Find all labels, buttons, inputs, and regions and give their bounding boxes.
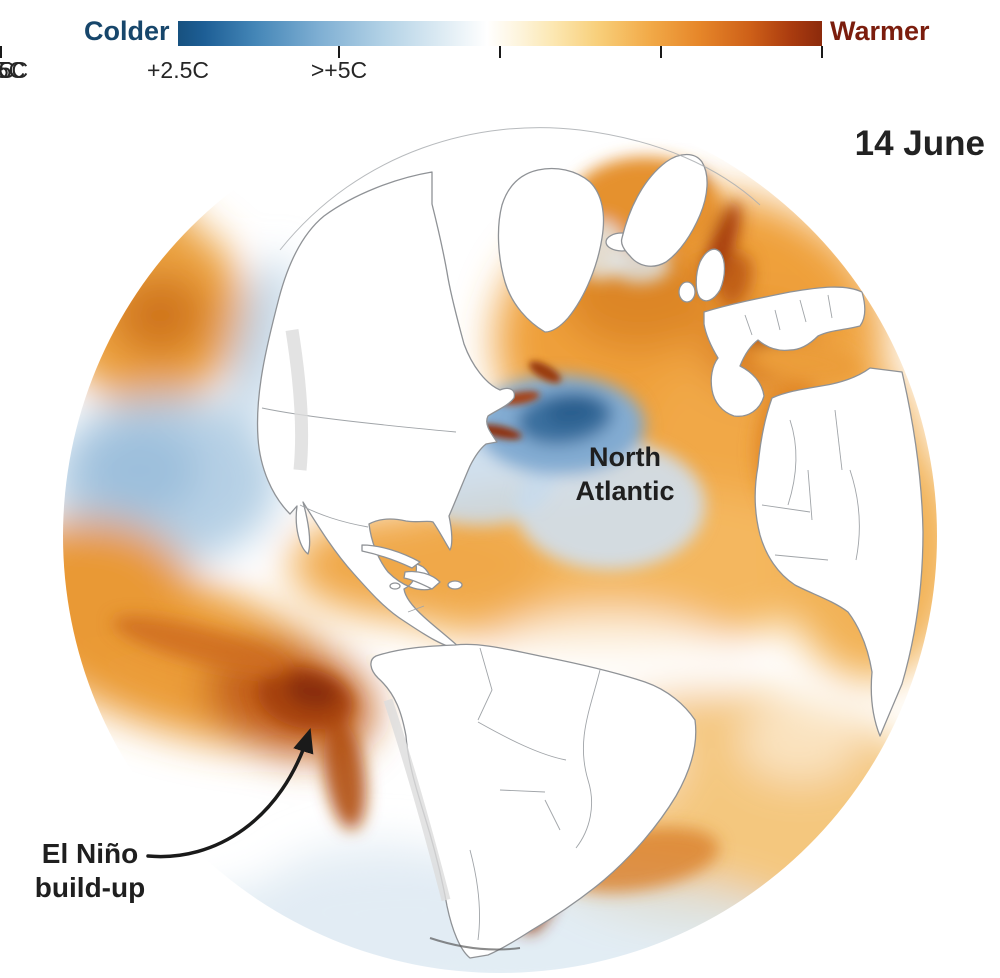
- puerto-rico-landmass: [447, 580, 463, 590]
- jamaica-landmass: [389, 582, 401, 590]
- legend-tick: [338, 46, 340, 58]
- legend-tick: [0, 46, 2, 58]
- legend-tick: [499, 46, 501, 58]
- legend-tick-label: 0C: [0, 57, 15, 83]
- greenland-landmass: [497, 167, 605, 333]
- south-america-landmass: [370, 643, 697, 959]
- legend-tick: [821, 46, 823, 58]
- legend-tick-label: +2.5C: [146, 57, 210, 83]
- country-borders-layer: [261, 294, 860, 941]
- landmasses-layer: [256, 153, 924, 959]
- north-atlantic-label: North Atlantic: [575, 442, 675, 506]
- cuba-landmass: [361, 544, 421, 569]
- legend-warmer-label: Warmer: [830, 16, 930, 46]
- mountain-texture: [285, 328, 451, 902]
- ireland-landmass: [678, 281, 696, 303]
- legend-colder-label: Colder: [84, 16, 170, 46]
- scandinavia-landmass: [620, 153, 708, 267]
- legend-gradient-bar: [178, 21, 822, 46]
- el-nino-label: El Niño build-up: [34, 838, 146, 903]
- great-britain-landmass: [695, 248, 726, 302]
- legend-tick: [660, 46, 662, 58]
- hispaniola-landmass: [403, 570, 441, 590]
- legend-tick-label: -2.5C: [0, 57, 29, 83]
- africa-landmass: [754, 367, 924, 737]
- rim-coastlines: [279, 127, 761, 951]
- temperature-legend: Colder Warmer <-5C -2.5C 0C +2.5C >+5C: [0, 0, 1000, 92]
- legend-tick-label: >+5C: [310, 57, 368, 83]
- legend-tick-label: <-5C: [0, 57, 26, 83]
- europe-landmass: [703, 286, 866, 417]
- date-label: 14 June: [854, 124, 985, 163]
